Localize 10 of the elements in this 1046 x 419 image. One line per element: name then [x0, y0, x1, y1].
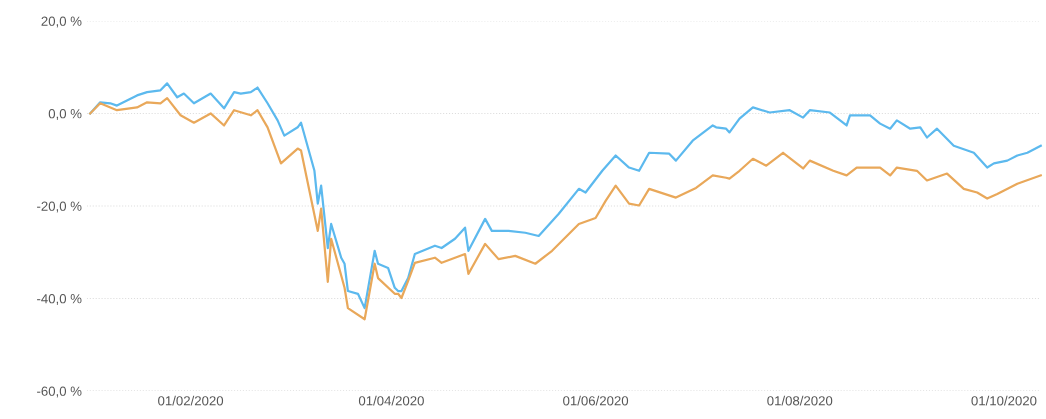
y-tick-label: 20,0 %	[41, 16, 82, 28]
y-tick-label: 0,0 %	[48, 109, 82, 120]
x-tick-label: 01/04/2020	[358, 395, 424, 406]
x-tick-label: 01/08/2020	[767, 395, 833, 406]
x-tick-label: 01/06/2020	[563, 395, 629, 406]
y-tick-label: -40,0 %	[37, 294, 82, 305]
y-tick-label: -20,0 %	[37, 201, 82, 213]
x-tick-label: 01/10/2020	[971, 395, 1037, 406]
x-tick-label: 01/02/2020	[158, 395, 224, 406]
y-tick-label: -60,0 %	[37, 386, 82, 398]
